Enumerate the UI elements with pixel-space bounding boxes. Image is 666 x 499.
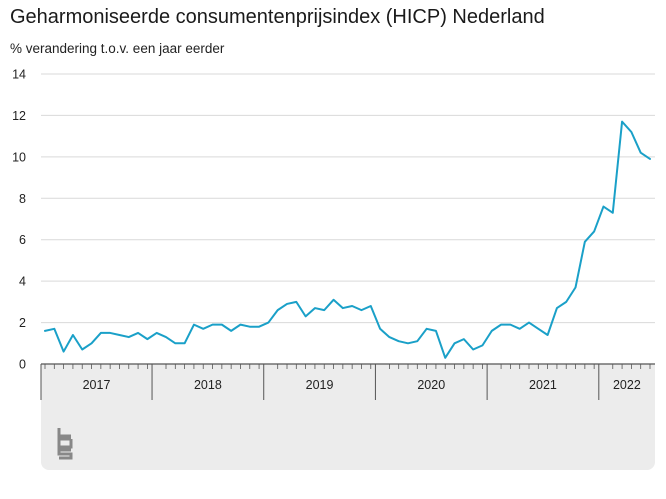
data-point xyxy=(156,332,158,334)
data-point xyxy=(435,330,437,332)
chart-title: Geharmoniseerde consumentenprijsindex (H… xyxy=(10,6,545,28)
x-tick-label: 2018 xyxy=(194,378,222,392)
data-point xyxy=(500,324,502,326)
line-chart: 0 2 4 6 8 10 12 14 2017 2018 2019 2020 2021 2022 xyxy=(12,68,655,400)
data-point xyxy=(212,324,214,326)
data-point xyxy=(398,340,400,342)
data-point xyxy=(388,336,390,338)
data-point xyxy=(239,324,241,326)
data-point xyxy=(370,305,372,307)
data-point xyxy=(444,357,446,359)
data-point xyxy=(630,131,632,133)
data-point xyxy=(53,328,55,330)
data-point xyxy=(146,338,148,340)
y-tick-label: 10 xyxy=(12,150,26,164)
data-point xyxy=(584,241,586,243)
x-tick-label: 2021 xyxy=(529,378,557,392)
data-point xyxy=(649,158,651,160)
data-point xyxy=(277,309,279,311)
data-point xyxy=(118,334,120,336)
y-axis-label: % verandering t.o.v. een jaar eerder xyxy=(10,41,225,56)
data-point xyxy=(314,307,316,309)
data-point xyxy=(360,309,362,311)
data-point xyxy=(528,322,530,324)
data-point xyxy=(323,309,325,311)
data-point xyxy=(333,299,335,301)
data-point xyxy=(602,206,604,208)
data-point xyxy=(593,230,595,232)
y-tick-label: 8 xyxy=(19,192,26,206)
data-point xyxy=(81,349,83,351)
data-point xyxy=(165,336,167,338)
data-point xyxy=(342,307,344,309)
data-point xyxy=(575,286,577,288)
data-point xyxy=(454,342,456,344)
data-point xyxy=(640,152,642,154)
data-point xyxy=(537,328,539,330)
data-point xyxy=(202,328,204,330)
data-point xyxy=(481,344,483,346)
x-tick-label: 2020 xyxy=(417,378,445,392)
data-point xyxy=(174,342,176,344)
data-point xyxy=(267,322,269,324)
data-point xyxy=(509,324,511,326)
x-axis-band xyxy=(41,364,655,400)
data-point xyxy=(612,212,614,214)
data-point xyxy=(426,328,428,330)
y-tick-label: 4 xyxy=(19,275,26,289)
data-point xyxy=(258,326,260,328)
data-point xyxy=(249,326,251,328)
y-tick-label: 0 xyxy=(19,358,26,372)
y-tick-label: 12 xyxy=(12,109,26,123)
data-point xyxy=(519,328,521,330)
data-point xyxy=(556,307,558,309)
series-line xyxy=(44,120,651,359)
data-point xyxy=(109,332,111,334)
data-point xyxy=(230,330,232,332)
data-point xyxy=(472,349,474,351)
data-point xyxy=(305,315,307,317)
data-point xyxy=(416,340,418,342)
data-point xyxy=(193,324,195,326)
cbs-logo-icon xyxy=(53,426,75,465)
y-tick-label: 14 xyxy=(12,68,26,82)
x-tick-label: 2019 xyxy=(306,378,334,392)
data-point xyxy=(351,305,353,307)
data-point xyxy=(100,332,102,334)
data-point xyxy=(91,342,93,344)
y-tick-label: 6 xyxy=(19,233,26,247)
data-point xyxy=(295,301,297,303)
data-point xyxy=(463,338,465,340)
x-tick-label: 2022 xyxy=(613,378,641,392)
data-point xyxy=(72,334,74,336)
data-point xyxy=(128,336,130,338)
data-point xyxy=(491,330,493,332)
data-point xyxy=(184,342,186,344)
data-point xyxy=(621,121,623,123)
data-point xyxy=(137,332,139,334)
data-point xyxy=(379,328,381,330)
data-point xyxy=(286,303,288,305)
data-point xyxy=(221,324,223,326)
data-point xyxy=(407,342,409,344)
footer-band xyxy=(41,400,655,470)
data-point xyxy=(63,351,65,353)
data-point xyxy=(44,330,46,332)
y-tick-label: 2 xyxy=(19,316,26,330)
data-point xyxy=(547,334,549,336)
data-point xyxy=(565,301,567,303)
x-tick-label: 2017 xyxy=(83,378,111,392)
